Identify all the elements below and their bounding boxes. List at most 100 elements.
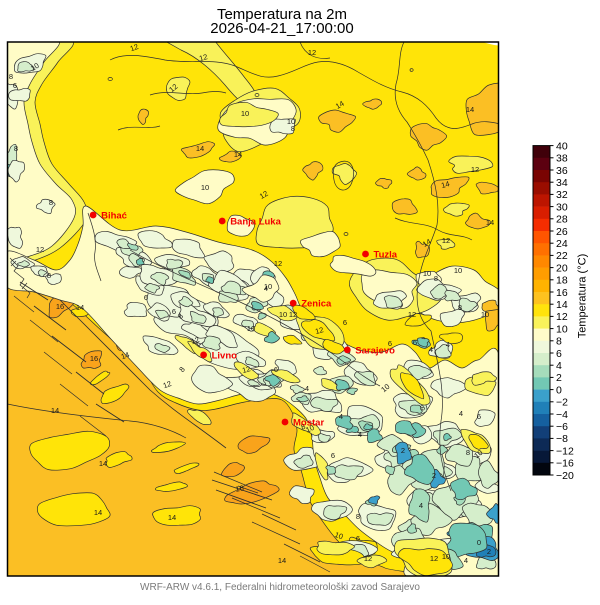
svg-text:8: 8: [49, 198, 53, 207]
svg-text:6: 6: [556, 348, 562, 360]
svg-text:12: 12: [129, 42, 140, 53]
svg-text:16: 16: [56, 302, 64, 311]
svg-text:36: 36: [556, 165, 568, 177]
svg-text:6: 6: [274, 365, 278, 374]
svg-text:8: 8: [47, 271, 51, 280]
svg-text:−2: −2: [556, 397, 568, 409]
svg-text:24: 24: [556, 238, 568, 250]
svg-text:Bihać: Bihać: [101, 211, 127, 222]
svg-text:10: 10: [201, 183, 209, 192]
svg-text:Banja Luka: Banja Luka: [230, 217, 281, 228]
svg-text:14: 14: [168, 513, 176, 522]
svg-text:34: 34: [556, 177, 568, 189]
svg-text:12: 12: [198, 52, 208, 63]
svg-text:14: 14: [440, 179, 450, 190]
svg-text:2: 2: [487, 547, 491, 556]
svg-text:−16: −16: [556, 458, 574, 470]
svg-text:14: 14: [94, 508, 102, 517]
svg-text:6: 6: [172, 307, 176, 316]
svg-text:8: 8: [458, 303, 462, 312]
svg-text:14: 14: [99, 459, 107, 468]
svg-text:−20: −20: [556, 470, 574, 482]
svg-text:WRF-ARW v4.6.1, Federalni hidr: WRF-ARW v4.6.1, Federalni hidrometeorolo…: [140, 582, 420, 593]
svg-text:12: 12: [442, 236, 450, 245]
svg-text:14: 14: [486, 218, 494, 227]
svg-text:4: 4: [429, 345, 433, 354]
svg-text:6: 6: [331, 451, 335, 460]
svg-text:Temperatura (°C): Temperatura (°C): [577, 254, 589, 338]
svg-text:12: 12: [556, 311, 568, 323]
svg-text:4: 4: [264, 284, 268, 293]
svg-text:14: 14: [120, 350, 131, 361]
svg-text:10: 10: [333, 530, 344, 541]
svg-text:Temperatura na 2m: Temperatura na 2m: [217, 6, 347, 23]
svg-text:10: 10: [29, 61, 41, 73]
svg-text:12: 12: [364, 554, 372, 563]
svg-text:12: 12: [258, 189, 270, 201]
svg-text:16: 16: [235, 483, 245, 493]
svg-text:40: 40: [556, 140, 568, 152]
svg-text:4: 4: [419, 501, 423, 510]
svg-text:−8: −8: [556, 433, 568, 445]
svg-text:8: 8: [434, 274, 438, 283]
svg-text:4: 4: [464, 556, 468, 565]
svg-text:8: 8: [300, 422, 307, 432]
svg-text:12: 12: [274, 259, 282, 268]
svg-text:14: 14: [421, 237, 433, 249]
svg-text:14: 14: [196, 144, 204, 153]
svg-text:8: 8: [419, 403, 427, 413]
svg-text:−4: −4: [556, 409, 568, 421]
svg-text:Tuzla: Tuzla: [374, 250, 398, 261]
svg-text:Livno: Livno: [212, 350, 238, 361]
svg-text:10: 10: [481, 310, 489, 319]
svg-text:8: 8: [291, 124, 295, 133]
svg-text:6: 6: [477, 412, 481, 421]
svg-text:14: 14: [334, 99, 346, 111]
svg-text:4: 4: [339, 412, 343, 421]
svg-text:10: 10: [264, 282, 272, 291]
svg-text:16: 16: [556, 287, 568, 299]
svg-text:2: 2: [432, 471, 436, 480]
svg-text:4: 4: [305, 384, 309, 393]
svg-text:4: 4: [459, 409, 463, 418]
svg-text:−6: −6: [556, 421, 568, 433]
svg-text:6: 6: [144, 293, 148, 302]
svg-text:6: 6: [356, 534, 360, 543]
svg-text:30: 30: [556, 201, 568, 213]
svg-text:8: 8: [466, 448, 470, 457]
svg-text:6: 6: [343, 318, 347, 327]
svg-text:10: 10: [287, 117, 295, 126]
svg-text:12: 12: [314, 325, 324, 336]
svg-text:8: 8: [9, 72, 13, 81]
svg-text:10: 10: [304, 423, 315, 435]
svg-text:12: 12: [190, 335, 201, 346]
svg-text:10: 10: [442, 552, 450, 561]
svg-text:20: 20: [556, 262, 568, 274]
svg-text:2: 2: [556, 372, 562, 384]
svg-text:12: 12: [408, 310, 416, 319]
svg-text:12: 12: [241, 364, 251, 375]
svg-text:14: 14: [51, 406, 59, 415]
svg-text:12: 12: [430, 554, 438, 563]
svg-text:4: 4: [556, 360, 562, 372]
svg-text:8: 8: [14, 144, 18, 153]
svg-text:10: 10: [241, 109, 249, 118]
svg-text:4: 4: [358, 430, 362, 439]
svg-text:12: 12: [162, 379, 173, 390]
svg-text:26: 26: [556, 226, 568, 238]
svg-text:6: 6: [13, 81, 17, 90]
svg-text:8: 8: [356, 512, 360, 521]
svg-text:16: 16: [90, 354, 98, 363]
svg-text:22: 22: [556, 250, 568, 262]
svg-text:12: 12: [471, 165, 479, 174]
svg-text:14: 14: [234, 150, 242, 159]
svg-text:38: 38: [556, 153, 568, 165]
svg-text:Mostar: Mostar: [293, 418, 324, 429]
svg-text:12: 12: [36, 245, 44, 254]
svg-text:14: 14: [466, 105, 474, 114]
svg-text:14: 14: [76, 303, 84, 312]
svg-text:12: 12: [289, 310, 297, 319]
svg-text:6: 6: [388, 339, 392, 348]
svg-text:12: 12: [308, 48, 316, 57]
svg-text:2: 2: [401, 446, 405, 455]
